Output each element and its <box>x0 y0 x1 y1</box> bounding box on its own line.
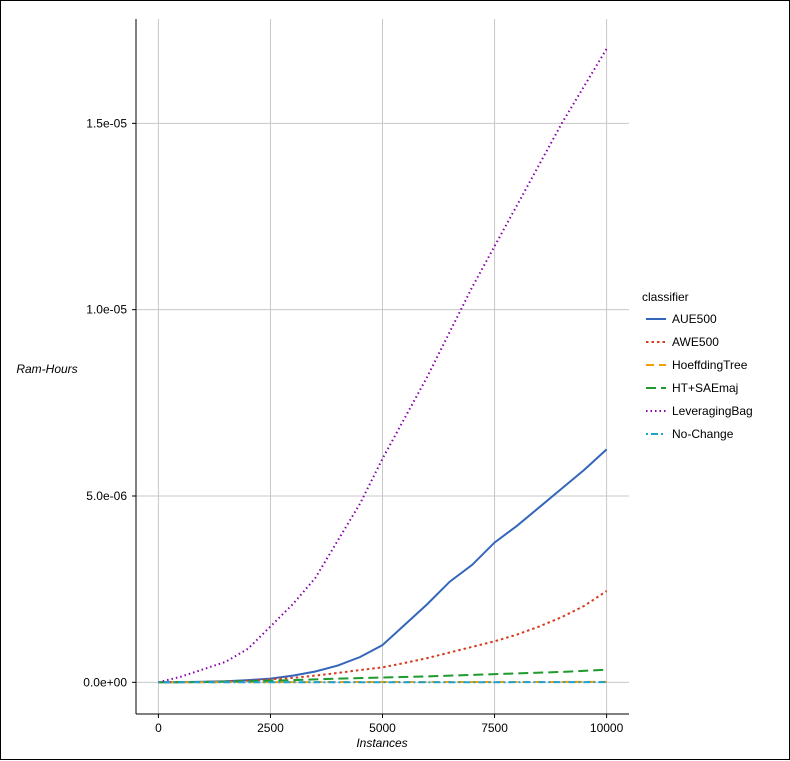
legend-label-hoeffdingtree: HoeffdingTree <box>672 358 748 372</box>
axes <box>132 19 629 718</box>
x-tick-label: 10000 <box>590 721 624 735</box>
legend-label-aue500: AUE500 <box>672 312 717 326</box>
y-axis-title: Ram-Hours <box>16 362 77 376</box>
y-tick-label: 1.0e-05 <box>86 303 127 317</box>
x-tick-label: 0 <box>155 721 162 735</box>
legend-label-leveragingbag: LeveragingBag <box>672 404 753 418</box>
legend: classifier AUE500 AWE500 HoeffdingTree HT+S… <box>642 290 753 441</box>
x-tick-label: 5000 <box>369 721 396 735</box>
legend-label-ht-saemaj: HT+SAEmaj <box>672 381 738 395</box>
legend-label-awe500: AWE500 <box>672 335 719 349</box>
x-axis-title: Instances <box>356 736 407 750</box>
legend-items: AUE500 AWE500 HoeffdingTree HT+SAEmaj Levera… <box>646 312 753 441</box>
y-tick-label: 1.5e-05 <box>86 116 127 130</box>
x-tick-label: 2500 <box>257 721 284 735</box>
grid-lines <box>136 19 629 714</box>
legend-label-no-change: No-Change <box>672 427 734 441</box>
x-tick-label: 7500 <box>481 721 508 735</box>
y-tick-label: 0.0e+00 <box>83 675 127 689</box>
y-tick-label: 5.0e-06 <box>86 489 127 503</box>
legend-title: classifier <box>642 290 689 304</box>
tick-labels: 0 2500 5000 7500 10000 0.0e+00 5.0e-06 1.0e-05 1… <box>83 116 623 735</box>
